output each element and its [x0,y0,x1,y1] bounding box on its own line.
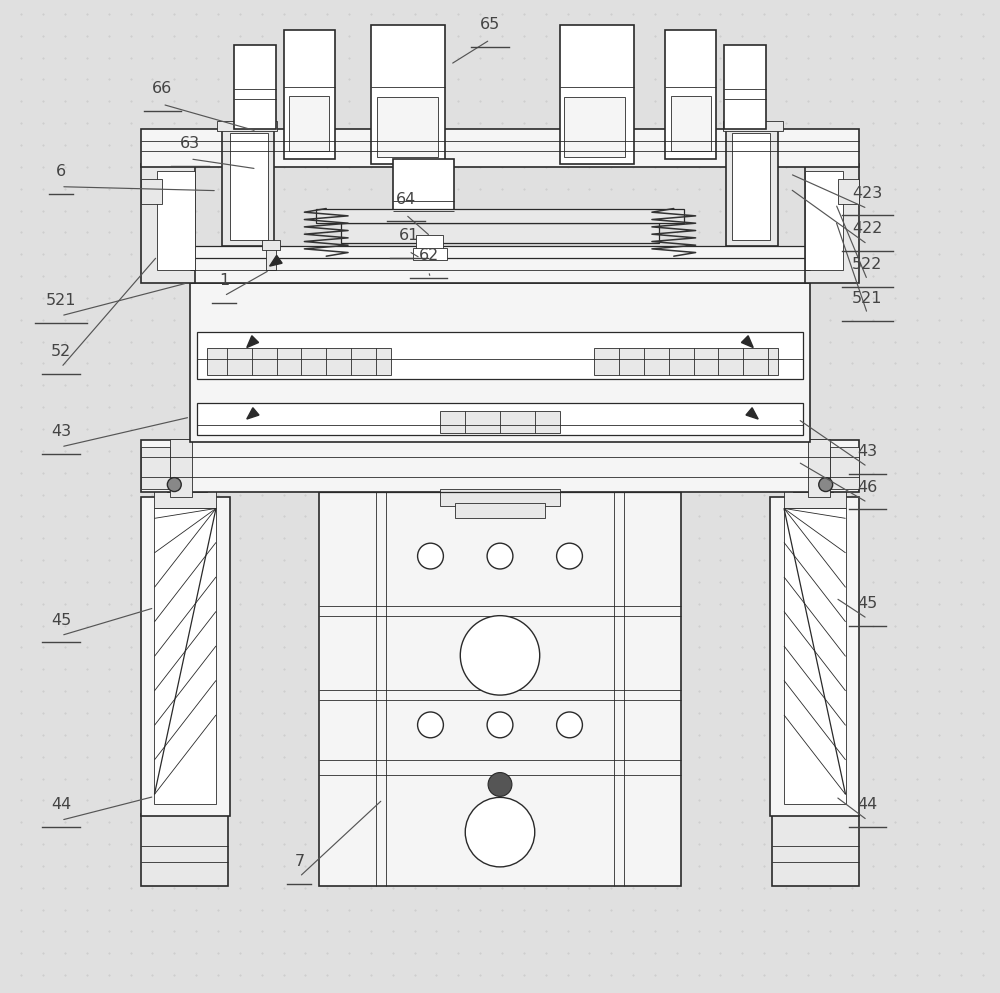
Bar [808,439,830,496]
Bar [157,171,195,270]
Text: 7: 7 [294,854,304,869]
Text: 45: 45 [857,596,878,611]
Text: 52: 52 [51,345,71,359]
Bar [222,129,274,246]
Polygon shape [247,408,259,419]
Text: 422: 422 [852,221,883,236]
Text: 63: 63 [180,136,200,151]
Bar [732,133,770,240]
Circle shape [167,478,181,492]
Text: 44: 44 [51,797,71,812]
Bar [217,121,277,131]
Bar [316,209,684,223]
Bar [170,439,192,496]
Text: 522: 522 [852,257,883,272]
Circle shape [418,543,443,569]
Bar [190,246,810,258]
Bar [723,121,783,131]
Bar [154,508,216,804]
Bar [141,129,859,167]
Circle shape [460,616,540,695]
Text: 43: 43 [51,424,71,439]
Text: 423: 423 [852,186,883,201]
Circle shape [487,543,513,569]
Bar [284,30,335,159]
Bar [266,245,276,270]
Text: 46: 46 [857,480,878,495]
Bar [838,179,859,204]
Bar [564,97,625,157]
Bar [770,496,859,816]
Polygon shape [746,408,758,419]
Bar [167,474,207,492]
Bar [393,159,454,236]
Bar [805,171,843,270]
Bar [665,30,716,159]
Bar [230,133,268,240]
Bar [377,97,438,157]
Text: 62: 62 [418,248,439,263]
Bar [594,348,778,375]
Text: 66: 66 [152,81,173,96]
Bar [784,508,846,804]
Text: 521: 521 [46,293,76,308]
Text: 64: 64 [396,192,416,207]
Text: 45: 45 [51,613,71,628]
Circle shape [487,712,513,738]
Bar [190,258,810,283]
Bar [154,489,216,508]
Bar [772,814,859,886]
Bar [262,240,280,250]
Text: 61: 61 [398,228,419,243]
Bar [560,25,634,164]
Bar [440,489,560,506]
Bar [141,814,228,886]
Polygon shape [270,255,282,266]
Bar [319,384,681,886]
Text: 44: 44 [857,797,878,812]
Circle shape [819,478,833,492]
Bar [141,440,859,492]
Text: 521: 521 [852,291,883,306]
Bar [289,96,329,151]
Text: 1: 1 [219,273,229,288]
Bar [190,283,810,442]
Circle shape [465,797,535,867]
Circle shape [488,773,512,796]
Bar [234,45,276,129]
Polygon shape [247,336,259,348]
Bar [671,96,711,151]
Bar [413,248,447,260]
Text: 6: 6 [56,164,66,179]
Bar [726,129,778,246]
Bar [141,179,162,204]
Bar [141,447,170,489]
Bar [416,235,443,250]
Bar [141,496,230,816]
Bar [455,503,545,518]
Bar [141,164,195,283]
Bar [784,489,846,508]
Circle shape [557,543,582,569]
Bar [371,25,445,164]
Text: 65: 65 [480,17,500,32]
Circle shape [557,712,582,738]
Bar [197,403,803,435]
Text: 43: 43 [857,444,877,459]
Bar [440,411,560,433]
Bar [207,348,391,375]
Circle shape [418,712,443,738]
Polygon shape [741,336,753,348]
Bar [793,474,833,492]
Bar [341,223,659,243]
Bar [724,45,766,129]
Bar [197,332,803,379]
Bar [805,164,859,283]
Bar [830,447,859,489]
